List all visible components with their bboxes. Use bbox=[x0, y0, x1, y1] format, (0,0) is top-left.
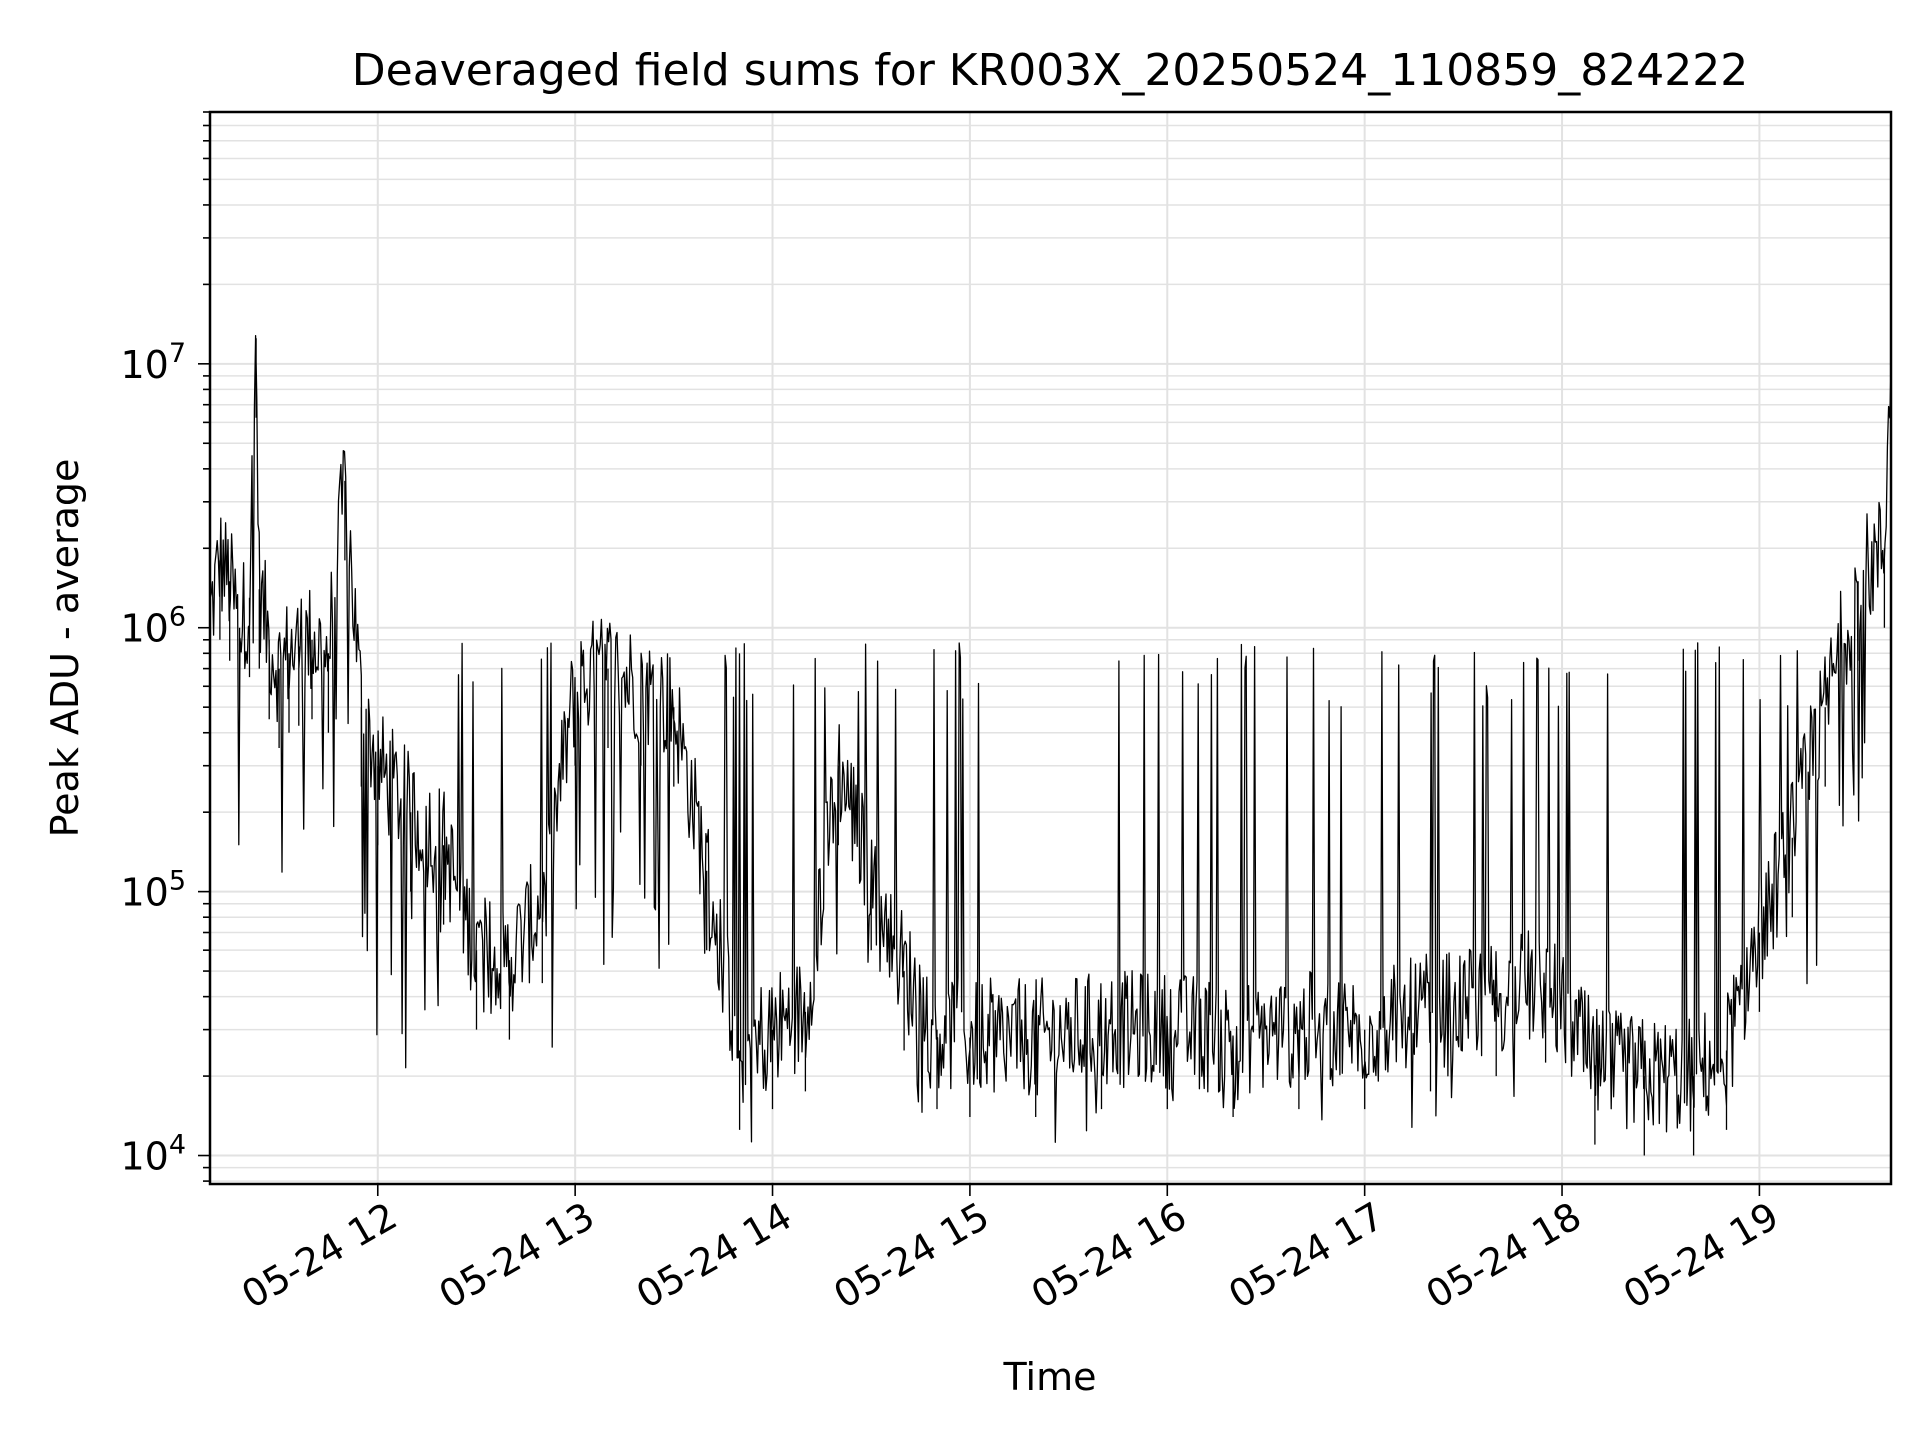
y-tick-label: 106 bbox=[120, 602, 186, 651]
chart-title: Deaveraged field sums for KR003X_2025052… bbox=[352, 45, 1748, 96]
x-axis-label: Time bbox=[1003, 1355, 1097, 1399]
y-tick-label: 107 bbox=[120, 338, 186, 387]
y-tick-label: 105 bbox=[120, 866, 186, 915]
plot-frame bbox=[208, 110, 1893, 1186]
y-tick-label: 104 bbox=[120, 1130, 186, 1179]
series-line bbox=[209, 329, 1892, 1156]
y-axis-label: Peak ADU - average bbox=[43, 459, 87, 838]
